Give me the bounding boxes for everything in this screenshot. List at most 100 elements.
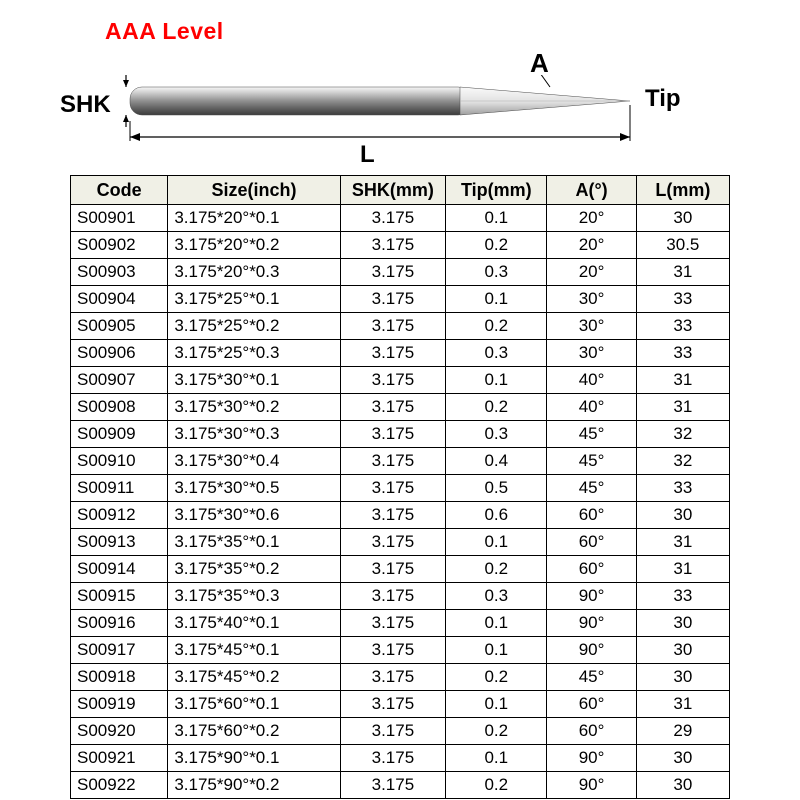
cell-size: 3.175*30°*0.6 <box>168 502 340 529</box>
table-row: S009023.175*20°*0.23.1750.220°30.5 <box>71 232 730 259</box>
cell-a: 20° <box>547 259 636 286</box>
cell-shk: 3.175 <box>340 394 445 421</box>
cell-l: 31 <box>636 394 729 421</box>
cell-tip: 0.4 <box>446 448 547 475</box>
cell-l: 30.5 <box>636 232 729 259</box>
table-header-row: Code Size(inch) SHK(mm) Tip(mm) A(°) L(m… <box>71 176 730 205</box>
cell-shk: 3.175 <box>340 340 445 367</box>
col-header-tip: Tip(mm) <box>446 176 547 205</box>
cell-code: S00912 <box>71 502 168 529</box>
cell-shk: 3.175 <box>340 502 445 529</box>
cell-l: 33 <box>636 313 729 340</box>
cell-tip: 0.1 <box>446 691 547 718</box>
cell-l: 32 <box>636 421 729 448</box>
cell-a: 40° <box>547 394 636 421</box>
cell-l: 30 <box>636 610 729 637</box>
table-row: S009043.175*25°*0.13.1750.130°33 <box>71 286 730 313</box>
cell-code: S00911 <box>71 475 168 502</box>
cell-l: 31 <box>636 529 729 556</box>
cell-shk: 3.175 <box>340 259 445 286</box>
cell-tip: 0.1 <box>446 286 547 313</box>
cell-a: 30° <box>547 313 636 340</box>
table-row: S009093.175*30°*0.33.1750.345°32 <box>71 421 730 448</box>
cell-size: 3.175*45°*0.1 <box>168 637 340 664</box>
cell-size: 3.175*35°*0.3 <box>168 583 340 610</box>
cell-l: 33 <box>636 286 729 313</box>
cell-a: 60° <box>547 691 636 718</box>
cell-size: 3.175*90°*0.2 <box>168 772 340 799</box>
cell-shk: 3.175 <box>340 232 445 259</box>
table-row: S009203.175*60°*0.23.1750.260°29 <box>71 718 730 745</box>
cell-l: 33 <box>636 583 729 610</box>
col-header-l: L(mm) <box>636 176 729 205</box>
cell-size: 3.175*20°*0.1 <box>168 205 340 232</box>
cell-code: S00909 <box>71 421 168 448</box>
cell-size: 3.175*90°*0.1 <box>168 745 340 772</box>
cell-shk: 3.175 <box>340 205 445 232</box>
table-row: S009183.175*45°*0.23.1750.245°30 <box>71 664 730 691</box>
cell-code: S00922 <box>71 772 168 799</box>
cell-size: 3.175*35°*0.1 <box>168 529 340 556</box>
table-row: S009073.175*30°*0.13.1750.140°31 <box>71 367 730 394</box>
cell-a: 60° <box>547 718 636 745</box>
cell-size: 3.175*30°*0.3 <box>168 421 340 448</box>
cell-size: 3.175*35°*0.2 <box>168 556 340 583</box>
table-row: S009163.175*40°*0.13.1750.190°30 <box>71 610 730 637</box>
cell-a: 90° <box>547 610 636 637</box>
cell-tip: 0.1 <box>446 745 547 772</box>
cell-code: S00901 <box>71 205 168 232</box>
cell-size: 3.175*20°*0.3 <box>168 259 340 286</box>
cell-size: 3.175*30°*0.4 <box>168 448 340 475</box>
cell-a: 90° <box>547 772 636 799</box>
cell-a: 60° <box>547 529 636 556</box>
cell-size: 3.175*60°*0.2 <box>168 718 340 745</box>
spec-table-wrap: Code Size(inch) SHK(mm) Tip(mm) A(°) L(m… <box>70 175 730 799</box>
table-row: S009033.175*20°*0.33.1750.320°31 <box>71 259 730 286</box>
table-row: S009153.175*35°*0.33.1750.390°33 <box>71 583 730 610</box>
cell-tip: 0.1 <box>446 610 547 637</box>
cell-shk: 3.175 <box>340 772 445 799</box>
cell-a: 45° <box>547 421 636 448</box>
cell-code: S00921 <box>71 745 168 772</box>
cell-shk: 3.175 <box>340 745 445 772</box>
col-header-shk: SHK(mm) <box>340 176 445 205</box>
cell-shk: 3.175 <box>340 664 445 691</box>
bit-diagram: SHK A Tip L <box>0 45 800 175</box>
cell-size: 3.175*20°*0.2 <box>168 232 340 259</box>
cell-a: 30° <box>547 286 636 313</box>
cell-code: S00914 <box>71 556 168 583</box>
cell-shk: 3.175 <box>340 313 445 340</box>
cell-l: 32 <box>636 448 729 475</box>
cell-size: 3.175*45°*0.2 <box>168 664 340 691</box>
cell-l: 31 <box>636 556 729 583</box>
table-row: S009173.175*45°*0.13.1750.190°30 <box>71 637 730 664</box>
table-row: S009193.175*60°*0.13.1750.160°31 <box>71 691 730 718</box>
cell-tip: 0.1 <box>446 205 547 232</box>
cell-tip: 0.2 <box>446 718 547 745</box>
col-header-a: A(°) <box>547 176 636 205</box>
engraving-bit-icon <box>120 75 640 165</box>
cell-l: 30 <box>636 664 729 691</box>
cell-shk: 3.175 <box>340 421 445 448</box>
cell-code: S00919 <box>71 691 168 718</box>
cell-a: 45° <box>547 448 636 475</box>
cell-a: 60° <box>547 502 636 529</box>
cell-size: 3.175*60°*0.1 <box>168 691 340 718</box>
cell-code: S00905 <box>71 313 168 340</box>
cell-tip: 0.2 <box>446 313 547 340</box>
cell-tip: 0.5 <box>446 475 547 502</box>
cell-size: 3.175*30°*0.5 <box>168 475 340 502</box>
table-row: S009063.175*25°*0.33.1750.330°33 <box>71 340 730 367</box>
diagram-label-l: L <box>360 141 375 169</box>
cell-l: 30 <box>636 205 729 232</box>
table-row: S009013.175*20°*0.13.1750.120°30 <box>71 205 730 232</box>
table-row: S009113.175*30°*0.53.1750.545°33 <box>71 475 730 502</box>
cell-tip: 0.1 <box>446 367 547 394</box>
cell-code: S00908 <box>71 394 168 421</box>
cell-tip: 0.2 <box>446 664 547 691</box>
cell-code: S00902 <box>71 232 168 259</box>
page: AAA Level <box>0 0 800 800</box>
cell-shk: 3.175 <box>340 691 445 718</box>
cell-shk: 3.175 <box>340 529 445 556</box>
cell-l: 33 <box>636 475 729 502</box>
